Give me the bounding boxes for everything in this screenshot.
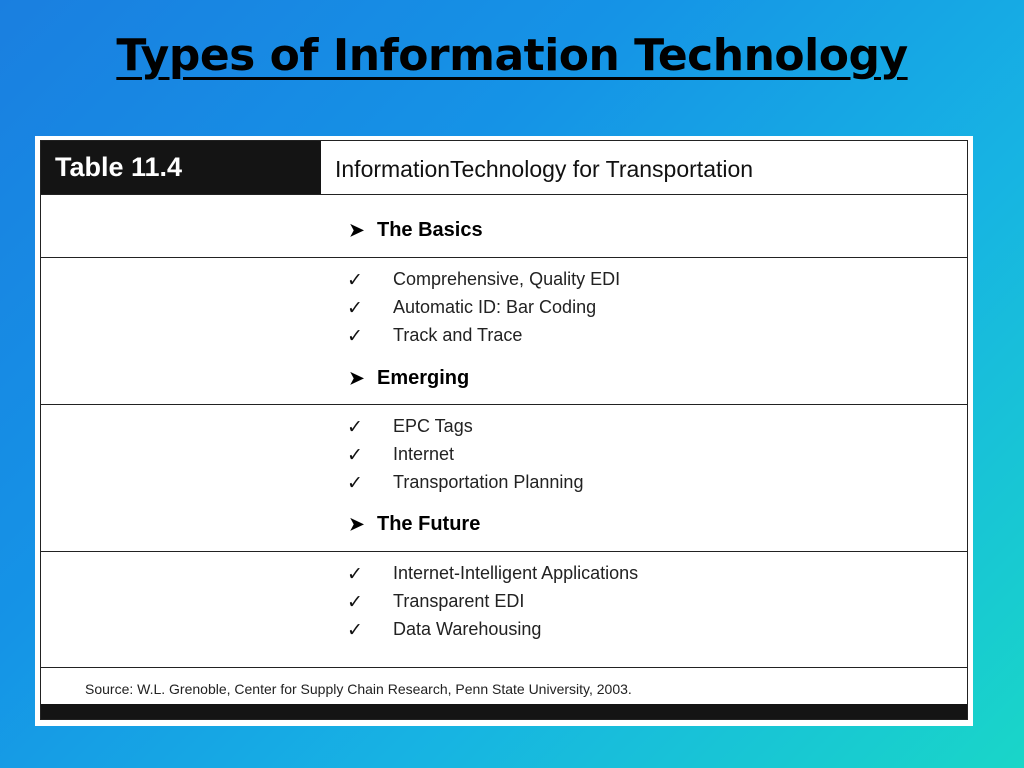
check-icon: ✓ [347,298,363,319]
list-item-label: Comprehensive, Quality EDI [393,269,621,289]
list-item-label: Internet-Intelligent Applications [393,563,639,583]
check-icon: ✓ [347,592,363,613]
list-item-label: Internet [393,444,455,464]
list-item-label: Automatic ID: Bar Coding [393,297,597,317]
arrow-icon: ➤ [349,220,365,240]
source-note: Source: W.L. Grenoble, Center for Supply… [85,681,632,697]
section-heading-label: Emerging [377,367,470,389]
list-item-label: Transparent EDI [393,591,525,611]
check-icon: ✓ [347,564,363,585]
arrow-icon: ➤ [349,368,365,388]
check-icon: ✓ [347,445,363,466]
list-item-label: Track and Trace [393,325,523,345]
check-icon: ✓ [347,473,363,494]
check-icon: ✓ [347,620,363,641]
list-item-label: Data Warehousing [393,619,542,639]
table-number: Table 11.4 [41,141,321,194]
section-heading-basics: ➤ The Basics [349,219,483,242]
row-divider [41,551,967,552]
arrow-icon: ➤ [349,514,365,534]
slide-title: Types of Information Technology [116,30,908,81]
section-heading-label: The Basics [377,219,483,241]
table-image: Table 11.4 InformationTechnology for Tra… [35,136,973,726]
section-heading-label: The Future [377,513,481,535]
row-divider [41,404,967,405]
table-header: Table 11.4 InformationTechnology for Tra… [41,141,967,195]
row-divider [41,257,967,258]
table-caption: InformationTechnology for Transportation [335,156,754,182]
list-item-label: EPC Tags [393,416,473,436]
check-icon: ✓ [347,417,363,438]
list-item-label: Transportation Planning [393,472,584,492]
row-divider [41,667,967,668]
table-footer-bar [41,704,967,719]
check-icon: ✓ [347,270,363,291]
check-icon: ✓ [347,326,363,347]
section-heading-emerging: ➤ Emerging [349,367,469,390]
section-heading-future: ➤ The Future [349,513,480,536]
info-tech-table: Table 11.4 InformationTechnology for Tra… [40,140,968,720]
